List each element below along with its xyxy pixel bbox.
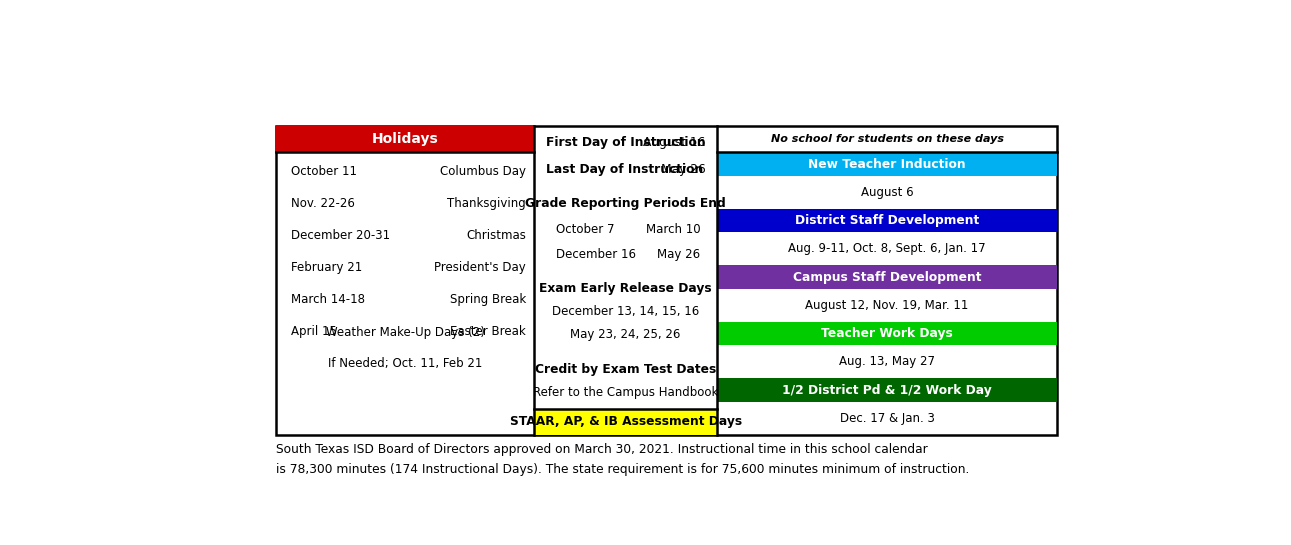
Text: STAAR, AP, & IB Assessment Days: STAAR, AP, & IB Assessment Days: [510, 415, 742, 428]
Text: Exam Early Release Days: Exam Early Release Days: [540, 282, 711, 295]
Text: Columbus Day: Columbus Day: [440, 165, 525, 178]
Bar: [534, 409, 718, 435]
Text: Credit by Exam Test Dates: Credit by Exam Test Dates: [534, 363, 717, 376]
Text: Campus Staff Development: Campus Staff Development: [793, 271, 981, 283]
Text: May 26: May 26: [661, 163, 705, 176]
Text: Grade Reporting Periods End: Grade Reporting Periods End: [525, 197, 726, 210]
Text: Teacher Work Days: Teacher Work Days: [821, 327, 953, 340]
Text: Christmas: Christmas: [466, 229, 525, 242]
Text: Easter Break: Easter Break: [451, 325, 525, 338]
Text: Aug. 13, May 27: Aug. 13, May 27: [839, 355, 935, 368]
Text: October 7: October 7: [556, 222, 615, 235]
Bar: [718, 322, 1057, 346]
Text: No school for students on these days: No school for students on these days: [771, 134, 1003, 144]
Bar: [276, 126, 534, 152]
Text: December 20-31: December 20-31: [292, 229, 391, 242]
Text: May 26: May 26: [657, 248, 700, 261]
Text: President's Day: President's Day: [434, 261, 525, 274]
Text: District Staff Development: District Staff Development: [795, 214, 980, 227]
Bar: [718, 265, 1057, 289]
Text: December 16: December 16: [556, 248, 636, 261]
Text: March 14-18: March 14-18: [292, 293, 365, 306]
Text: Aug. 9-11, Oct. 8, Sept. 6, Jan. 17: Aug. 9-11, Oct. 8, Sept. 6, Jan. 17: [789, 243, 986, 256]
Text: March 10: March 10: [646, 222, 700, 235]
Text: August 16: August 16: [643, 136, 705, 149]
Text: Holidays: Holidays: [372, 132, 439, 146]
Text: April 15: April 15: [292, 325, 337, 338]
Bar: [718, 152, 1057, 176]
Bar: [276, 126, 1057, 435]
Text: August 6: August 6: [861, 186, 914, 199]
Text: February 21: February 21: [292, 261, 363, 274]
Text: South Texas ISD Board of Directors approved on March 30, 2021. Instructional tim: South Texas ISD Board of Directors appro…: [276, 443, 928, 456]
Text: May 23, 24, 25, 26: May 23, 24, 25, 26: [571, 328, 680, 341]
Text: Last Day of Instruction: Last Day of Instruction: [546, 163, 704, 176]
Text: Thanksgiving: Thanksgiving: [447, 197, 525, 210]
Text: New Teacher Induction: New Teacher Induction: [808, 158, 966, 171]
Bar: [718, 378, 1057, 402]
Text: If Needed; Oct. 11, Feb 21: If Needed; Oct. 11, Feb 21: [328, 357, 483, 370]
Text: Nov. 22-26: Nov. 22-26: [292, 197, 355, 210]
Text: First Day of Instruction: First Day of Instruction: [546, 136, 706, 149]
Text: Refer to the Campus Handbook: Refer to the Campus Handbook: [533, 386, 718, 399]
Text: Dec. 17 & Jan. 3: Dec. 17 & Jan. 3: [839, 412, 935, 425]
Text: is 78,300 minutes (174 Instructional Days). The state requirement is for 75,600 : is 78,300 minutes (174 Instructional Day…: [276, 463, 970, 476]
Bar: [718, 209, 1057, 233]
Text: 1/2 District Pd & 1/2 Work Day: 1/2 District Pd & 1/2 Work Day: [782, 384, 991, 397]
Text: December 13, 14, 15, 16: December 13, 14, 15, 16: [553, 305, 700, 318]
Text: Spring Break: Spring Break: [449, 293, 525, 306]
Text: October 11: October 11: [292, 165, 358, 178]
Text: Weather Make-Up Days (2): Weather Make-Up Days (2): [325, 326, 484, 338]
Text: August 12, Nov. 19, Mar. 11: August 12, Nov. 19, Mar. 11: [806, 299, 968, 312]
